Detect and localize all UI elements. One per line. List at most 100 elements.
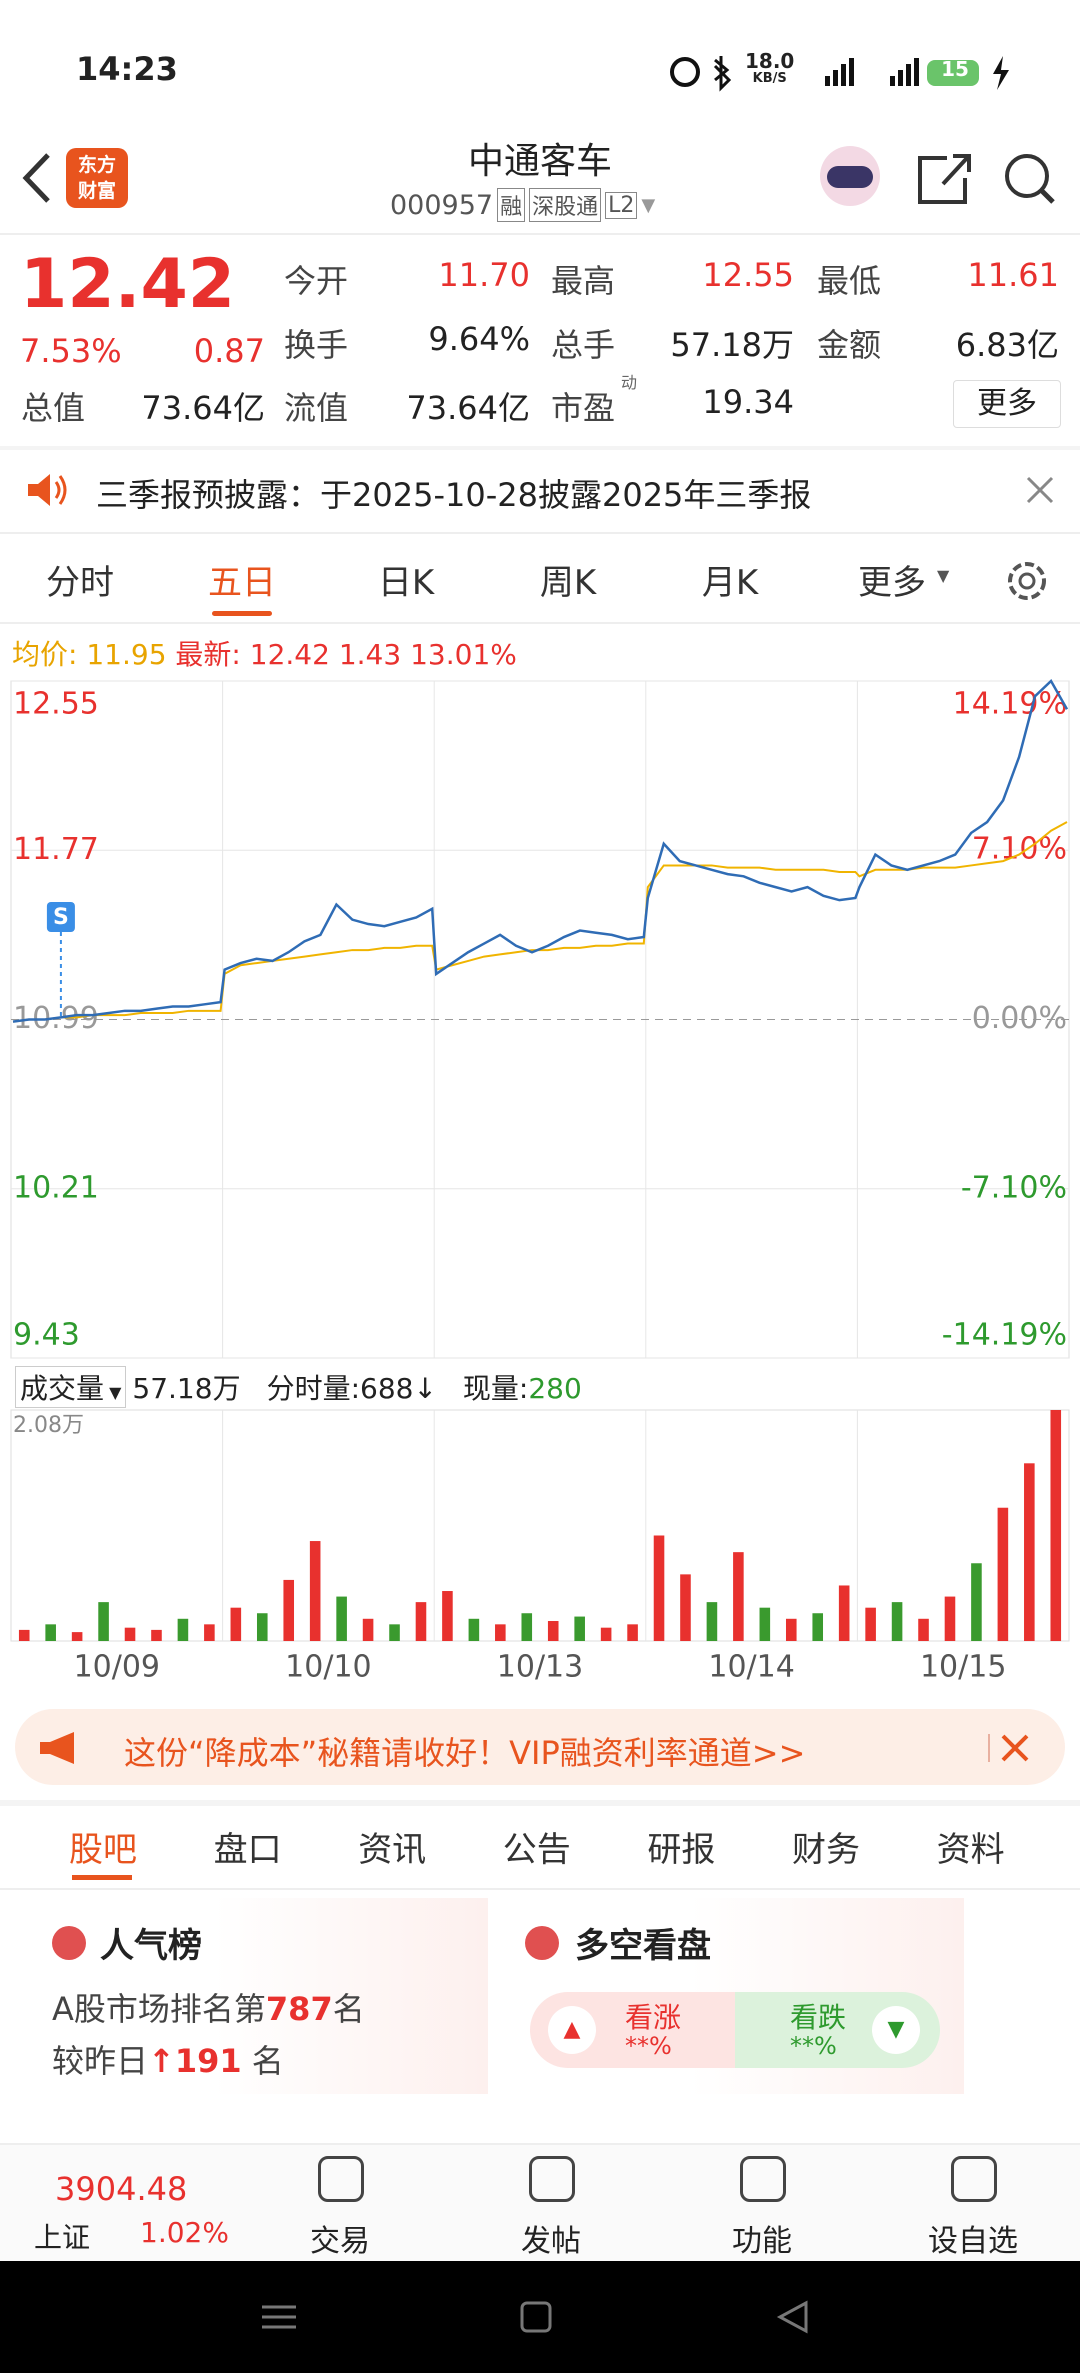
chart-tab[interactable]: 周K [539,563,597,603]
signal [841,64,846,86]
section-tab[interactable]: 财务 [792,1830,860,1870]
signal [898,70,903,86]
field-value: 73.64亿 [141,389,265,427]
bottom-bar [0,2143,1080,2263]
sentiment-title: 多空看盘 [575,1926,711,1966]
volume-header: 成交量 ▼ 57.18万 分时量:688↓ 现量:280 [15,1366,582,1408]
field-label: 最高 [551,262,616,300]
bluetooth [713,56,732,92]
settings[interactable] [1002,556,1052,606]
more-button[interactable]: 更多 [953,380,1061,428]
charging [993,56,1009,90]
chart-tab[interactable]: 月K [701,563,759,603]
nav-bar [0,2261,1080,2373]
bottom-item[interactable]: 设自选 [928,2224,1018,2259]
signal [914,58,919,86]
logo[interactable]: 东方 财富 [66,148,128,208]
ad-banner[interactable] [15,1709,1065,1785]
chart-tab[interactable]: 日K [377,563,435,603]
back-button[interactable] [18,150,58,210]
volume-bar [283,1579,295,1641]
volume-bar [415,1602,427,1641]
up-arrow: ▲ [548,2006,596,2054]
change: 0.87 [193,332,265,370]
up-value: **% [625,2032,672,2060]
volume-bar [336,1596,347,1641]
period-pct: 13.01% [410,638,517,671]
five-day-chart: 12.5511.7710.9910.219.4314.19%7.10%0.00%… [10,678,1070,1685]
volume-bar [865,1607,876,1641]
rank-post: 名 [332,1990,365,2028]
rank-change-line: 较昨日↑191 名 [52,2042,284,2080]
bottom-item[interactable]: 功能 [732,2224,792,2259]
x-tick-label: 10/14 [708,1650,794,1685]
avg: 11.95 [86,638,167,671]
signal [825,76,830,86]
volume-bar [230,1607,242,1641]
volume-selector[interactable]: 成交量 ▼ [15,1366,127,1408]
volume-bar [812,1613,824,1641]
y2-tick-label: -14.19% [942,1318,1067,1353]
section-tab[interactable]: 资料 [936,1830,1005,1870]
volume-bar [574,1616,585,1641]
nav-buttons [262,2300,808,2334]
price: 12.42 [20,245,236,324]
clock: 14:23 [76,50,178,88]
volume-bar [468,1618,480,1641]
chart-tab[interactable]: 五日 [208,563,276,603]
tag: 深股通 [529,188,602,222]
alarm [670,57,700,87]
down-arrow: ▼ [872,2006,920,2054]
bottom-item[interactable]: 发帖 [521,2224,581,2259]
section-tab[interactable]: 资讯 [358,1830,427,1870]
chart-tab[interactable]: 分时 [46,563,114,603]
battery [927,60,979,86]
search[interactable] [1005,154,1049,198]
volume-bar [45,1624,56,1641]
index-name: 上证 [34,2221,91,2254]
divider [0,233,1080,235]
ad-text[interactable]: 这份“降成本”秘籍请收好！VIP融资利率通道>> [124,1734,806,1772]
stock-code: 000957 [390,189,494,221]
volume-bar [680,1574,691,1641]
volume-bar [389,1624,400,1641]
close-notice[interactable] [1024,474,1056,506]
back-nav[interactable] [776,2300,808,2334]
field-value: 12.55 [702,256,794,294]
field-value: 73.64亿 [406,389,530,427]
divider [0,532,1080,534]
section-tab[interactable]: 盘口 [213,1830,282,1870]
field-label: 流值 [284,389,349,427]
x-tick-label: 10/15 [920,1650,1006,1685]
section-tab[interactable]: 股吧 [69,1830,137,1870]
notice-text[interactable]: 三季报预披露：于2025-10-28披露2025年三季报 [96,476,812,514]
ad-icon [40,1732,74,1764]
avg-label: 均价: [12,638,78,671]
volume-bar [204,1624,215,1641]
share[interactable] [918,154,971,204]
bottom-icon [740,2156,786,2202]
change-pre: 较昨日 [52,2042,149,2080]
section-tab[interactable]: 研报 [647,1830,716,1870]
volume-bar [151,1629,162,1641]
up-label: 看涨 [625,2001,682,2034]
field-value: 9.64% [428,320,530,358]
bottom-item[interactable]: 交易 [310,2224,370,2259]
field-label: 总手 [551,326,616,364]
section-underline [72,1875,132,1880]
signal [833,70,838,86]
ad-close[interactable] [985,1730,1035,1766]
sentiment-icon [525,1926,559,1960]
y-tick-label: 12.55 [13,687,99,722]
popularity-card[interactable] [32,1898,488,2094]
home-button[interactable] [520,2301,552,2333]
rank: 787 [265,1990,333,2028]
down-value: **% [790,2032,837,2060]
menu-button[interactable] [262,2305,296,2329]
avg-line [12,821,1068,1023]
chart-tab[interactable]: 更多 [858,563,926,603]
volume-bar [600,1627,612,1641]
section-tab[interactable]: 公告 [502,1830,571,1870]
field-label: 今开 [284,262,349,300]
index-value[interactable]: 3904.48 [55,2170,188,2208]
